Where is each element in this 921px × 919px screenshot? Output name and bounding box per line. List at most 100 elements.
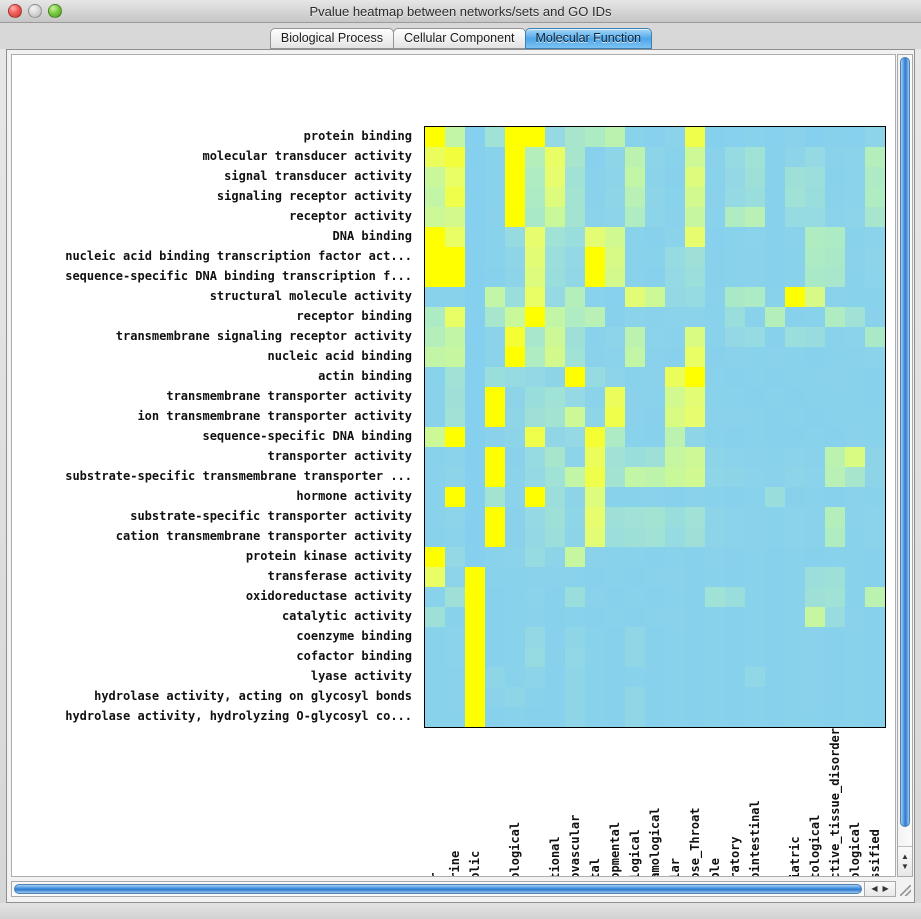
heatmap-cell[interactable] <box>725 287 745 307</box>
heatmap-cell[interactable] <box>705 587 725 607</box>
heatmap-cell[interactable] <box>625 327 645 347</box>
heatmap-cell[interactable] <box>805 207 825 227</box>
heatmap-cell[interactable] <box>725 207 745 227</box>
heatmap-cell[interactable] <box>645 427 665 447</box>
heatmap-cell[interactable] <box>825 287 845 307</box>
heatmap-cell[interactable] <box>545 467 565 487</box>
heatmap-cell[interactable] <box>705 667 725 687</box>
heatmap-cell[interactable] <box>845 247 865 267</box>
heatmap-cell[interactable] <box>605 547 625 567</box>
heatmap-cell[interactable] <box>625 627 645 647</box>
heatmap-cell[interactable] <box>785 207 805 227</box>
heatmap-cell[interactable] <box>545 307 565 327</box>
heatmap-cell[interactable] <box>465 327 485 347</box>
heatmap-cell[interactable] <box>725 527 745 547</box>
heatmap-cell[interactable] <box>565 287 585 307</box>
heatmap-cell[interactable] <box>585 407 605 427</box>
heatmap-cell[interactable] <box>525 687 545 707</box>
heatmap-cell[interactable] <box>805 147 825 167</box>
heatmap-cell[interactable] <box>845 167 865 187</box>
heatmap-cell[interactable] <box>465 447 485 467</box>
heatmap-cell[interactable] <box>445 607 465 627</box>
heatmap-cell[interactable] <box>625 647 645 667</box>
heatmap-cell[interactable] <box>585 547 605 567</box>
heatmap-cell[interactable] <box>485 267 505 287</box>
heatmap-cell[interactable] <box>705 347 725 367</box>
heatmap-cell[interactable] <box>565 567 585 587</box>
heatmap-cell[interactable] <box>705 607 725 627</box>
heatmap-cell[interactable] <box>705 567 725 587</box>
heatmap-cell[interactable] <box>545 587 565 607</box>
heatmap-cell[interactable] <box>765 127 785 147</box>
heatmap-cell[interactable] <box>585 127 605 147</box>
heatmap-cell[interactable] <box>465 527 485 547</box>
heatmap-cell[interactable] <box>745 587 765 607</box>
heatmap-cell[interactable] <box>425 487 445 507</box>
heatmap-cell[interactable] <box>585 427 605 447</box>
heatmap-cell[interactable] <box>445 147 465 167</box>
heatmap-cell[interactable] <box>665 307 685 327</box>
heatmap-cell[interactable] <box>565 367 585 387</box>
heatmap-cell[interactable] <box>425 667 445 687</box>
heatmap-cell[interactable] <box>625 167 645 187</box>
heatmap-cell[interactable] <box>785 507 805 527</box>
heatmap-cell[interactable] <box>485 327 505 347</box>
heatmap-cell[interactable] <box>605 307 625 327</box>
heatmap-cell[interactable] <box>805 227 825 247</box>
heatmap-cell[interactable] <box>645 527 665 547</box>
heatmap-cell[interactable] <box>665 567 685 587</box>
heatmap-cell[interactable] <box>785 167 805 187</box>
heatmap-cell[interactable] <box>705 627 725 647</box>
heatmap-cell[interactable] <box>665 367 685 387</box>
heatmap-cell[interactable] <box>685 607 705 627</box>
heatmap-cell[interactable] <box>805 647 825 667</box>
heatmap-cell[interactable] <box>625 467 645 487</box>
heatmap-cell[interactable] <box>585 387 605 407</box>
heatmap-cell[interactable] <box>625 307 645 327</box>
heatmap-cell[interactable] <box>525 327 545 347</box>
heatmap-cell[interactable] <box>725 647 745 667</box>
heatmap-cell[interactable] <box>525 607 545 627</box>
heatmap-cell[interactable] <box>565 467 585 487</box>
heatmap-cell[interactable] <box>505 267 525 287</box>
heatmap-cell[interactable] <box>745 407 765 427</box>
heatmap-cell[interactable] <box>545 127 565 147</box>
heatmap-cell[interactable] <box>585 507 605 527</box>
heatmap-cell[interactable] <box>865 467 885 487</box>
heatmap-cell[interactable] <box>465 347 485 367</box>
heatmap-cell[interactable] <box>585 447 605 467</box>
heatmap-cell[interactable] <box>465 467 485 487</box>
heatmap-cell[interactable] <box>725 427 745 447</box>
heatmap-cell[interactable] <box>685 707 705 727</box>
heatmap-cell[interactable] <box>825 267 845 287</box>
heatmap-cell[interactable] <box>825 147 845 167</box>
heatmap-cell[interactable] <box>425 347 445 367</box>
heatmap-cell[interactable] <box>685 387 705 407</box>
heatmap-cell[interactable] <box>685 367 705 387</box>
heatmap-cell[interactable] <box>865 627 885 647</box>
heatmap-cell[interactable] <box>785 127 805 147</box>
heatmap-cell[interactable] <box>565 227 585 247</box>
heatmap-cell[interactable] <box>445 647 465 667</box>
heatmap-cell[interactable] <box>465 667 485 687</box>
heatmap-cell[interactable] <box>785 287 805 307</box>
heatmap-cell[interactable] <box>605 407 625 427</box>
heatmap-cell[interactable] <box>805 487 825 507</box>
heatmap-cell[interactable] <box>825 487 845 507</box>
heatmap-cell[interactable] <box>785 587 805 607</box>
heatmap-cell[interactable] <box>685 207 705 227</box>
heatmap-cell[interactable] <box>645 167 665 187</box>
heatmap-cell[interactable] <box>685 327 705 347</box>
heatmap-cell[interactable] <box>865 567 885 587</box>
heatmap-cell[interactable] <box>765 667 785 687</box>
heatmap-cell[interactable] <box>425 187 445 207</box>
heatmap-cell[interactable] <box>425 127 445 147</box>
heatmap-cell[interactable] <box>805 447 825 467</box>
heatmap-cell[interactable] <box>785 427 805 447</box>
heatmap-cell[interactable] <box>565 187 585 207</box>
heatmap-cell[interactable] <box>505 187 525 207</box>
heatmap-cell[interactable] <box>625 247 645 267</box>
heatmap-cell[interactable] <box>485 587 505 607</box>
heatmap-cell[interactable] <box>585 707 605 727</box>
heatmap-cell[interactable] <box>805 267 825 287</box>
